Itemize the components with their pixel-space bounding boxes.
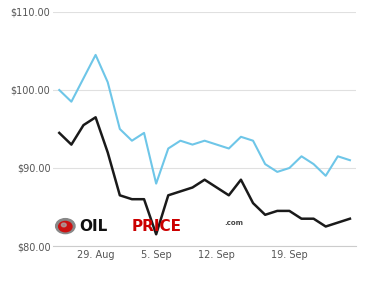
Text: OIL: OIL [79, 219, 107, 234]
Circle shape [61, 223, 66, 227]
Text: .com: .com [224, 220, 243, 226]
Circle shape [56, 219, 75, 234]
Text: PRICE: PRICE [132, 219, 182, 234]
Circle shape [59, 221, 72, 232]
